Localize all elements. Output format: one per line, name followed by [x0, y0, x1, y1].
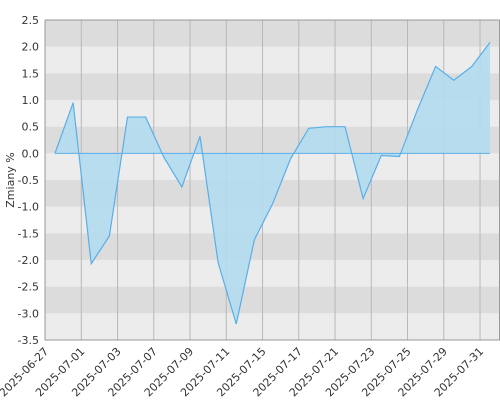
area: [55, 42, 490, 325]
y-tick-label: -1.0: [18, 201, 39, 214]
y-tick-label: 1.5: [22, 67, 40, 80]
y-tick-label: -1.5: [18, 227, 39, 240]
y-tick-label: 2.5: [22, 14, 40, 27]
y-tick-label: -3.5: [18, 334, 39, 347]
line: [54, 42, 491, 325]
y-tick-label: 0.5: [22, 121, 40, 134]
y-tick-label: -2.0: [18, 254, 39, 267]
y-tick-label: 2.0: [22, 41, 40, 54]
grid-band: [45, 286, 500, 314]
grid-band: [45, 20, 500, 47]
grid-band: [45, 46, 500, 74]
y-tick-label: 1.0: [22, 94, 40, 107]
y-axis-label: Zmiany %: [4, 152, 17, 207]
y-tick-label: -3.0: [18, 307, 39, 320]
grid-band: [45, 313, 500, 340]
grid-band: [45, 206, 500, 234]
y-tick-label: -0.5: [18, 174, 39, 187]
y-tick-label: -2.5: [18, 281, 39, 294]
grid-band: [45, 233, 500, 260]
y-tick-label: 0.0: [22, 147, 40, 160]
grid-band: [45, 260, 500, 287]
